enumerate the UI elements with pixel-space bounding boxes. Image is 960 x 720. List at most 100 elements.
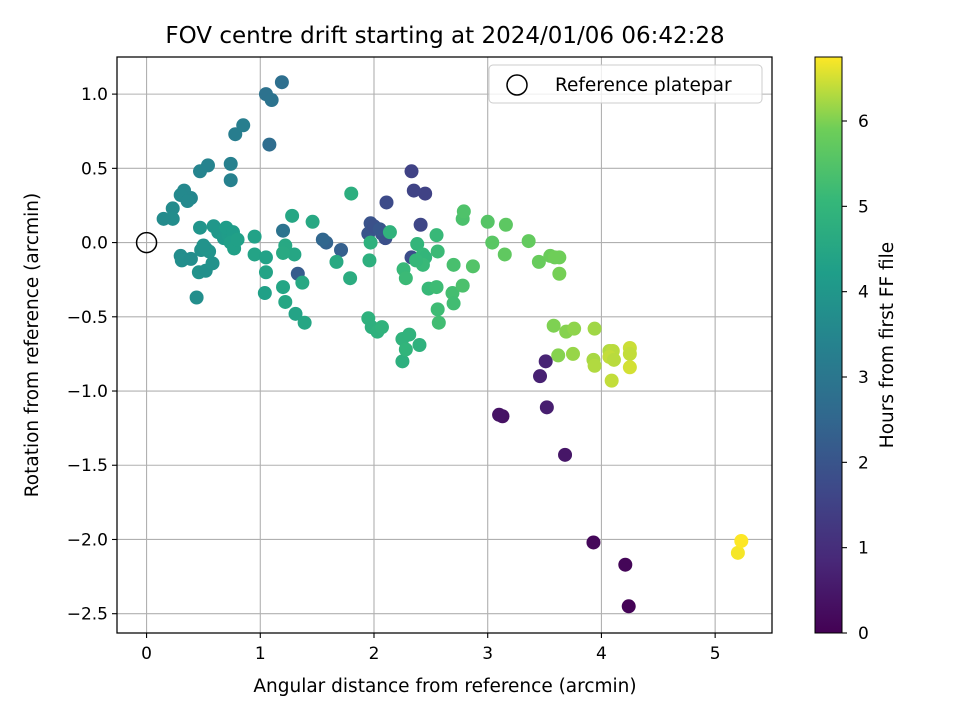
data-point [406, 183, 421, 198]
x-tick-label: 4 [596, 644, 607, 664]
data-point [622, 360, 637, 375]
data-point [412, 338, 427, 352]
data-point [446, 296, 461, 311]
data-point [606, 352, 621, 367]
data-point [156, 211, 171, 226]
y-tick-label: −0.5 [67, 308, 108, 328]
data-points [156, 75, 749, 614]
data-point [236, 118, 251, 133]
y-tick-label: 1.0 [81, 85, 108, 105]
x-tick-label: 1 [255, 644, 266, 664]
data-point [551, 348, 566, 363]
colorbar-ticks: 0 1 2 3 4 5 6 [842, 112, 869, 644]
y-tick-label: −2.0 [67, 530, 108, 550]
data-point [618, 557, 633, 572]
data-point [621, 599, 636, 614]
data-point [183, 251, 198, 266]
data-point [587, 358, 602, 373]
y-tick-label: 0.5 [81, 159, 108, 179]
data-point [418, 186, 433, 201]
legend-label-reference: Reference platepar [555, 75, 732, 96]
data-point [533, 369, 548, 384]
x-tick-label: 5 [710, 644, 721, 664]
data-point [413, 217, 428, 232]
data-point [546, 318, 561, 333]
data-point [247, 229, 262, 244]
data-point [264, 93, 279, 108]
x-tick-label: 0 [141, 644, 152, 664]
data-point [297, 315, 312, 330]
data-point [404, 164, 419, 179]
axes-frame [116, 56, 773, 634]
data-point [429, 280, 444, 295]
data-point [398, 342, 413, 357]
data-point [276, 280, 291, 295]
data-point [223, 156, 238, 171]
data-point [344, 186, 359, 201]
data-point [374, 320, 389, 335]
data-point [230, 232, 245, 247]
data-point [315, 232, 330, 247]
data-point [305, 214, 320, 229]
legend-box [488, 64, 763, 104]
data-point [485, 235, 500, 250]
data-point [205, 256, 220, 271]
data-point [165, 201, 180, 216]
data-point [730, 545, 745, 560]
data-point [189, 290, 204, 305]
y-tick-label: −1.5 [67, 456, 108, 476]
colorbar-tick-label: 2 [858, 453, 869, 473]
data-point [278, 294, 293, 309]
data-point [193, 164, 208, 179]
data-point [492, 407, 507, 422]
data-point [456, 204, 471, 219]
y-axis-label: Rotation from reference (arcmin) [22, 193, 43, 497]
data-point [465, 259, 480, 274]
data-point [329, 254, 344, 269]
data-point [429, 228, 444, 243]
chart-title: FOV centre drift starting at 2024/01/06 … [165, 23, 724, 49]
colorbar-tick-label: 0 [858, 624, 869, 644]
data-point [586, 535, 601, 550]
data-point [538, 354, 553, 369]
data-point [262, 137, 277, 152]
data-point [287, 247, 302, 262]
data-point [402, 327, 417, 342]
data-point [196, 238, 211, 253]
data-point [558, 447, 573, 462]
data-point [362, 253, 377, 268]
colorbar-tick-label: 5 [858, 197, 869, 217]
data-point [258, 250, 273, 265]
y-tick-label: 0.0 [81, 234, 108, 254]
y-axis-ticks: 1.0 0.5 0.0 −0.5 −1.0 −1.5 −2.0 −2.5 [67, 85, 117, 625]
data-point [276, 245, 291, 260]
data-point [379, 195, 394, 210]
y-tick-label: −2.5 [67, 605, 108, 625]
data-point [445, 286, 460, 301]
x-axis-ticks: 0 1 2 3 4 5 [141, 633, 721, 664]
data-point [382, 225, 397, 240]
data-point [223, 173, 238, 188]
plot-area: 0 1 2 3 4 5 1.0 0.5 0.0 −0.5 −1.0 −1.5 −2.0 −2.5 [67, 56, 773, 664]
data-point [531, 254, 546, 269]
data-point [539, 400, 554, 415]
colorbar-tick-label: 3 [858, 368, 869, 388]
colorbar-tick-label: 1 [858, 539, 869, 559]
data-point [552, 266, 567, 281]
colorbar-tick-label: 6 [858, 112, 869, 132]
data-point [257, 286, 272, 301]
data-point [604, 373, 619, 388]
data-point [276, 223, 291, 238]
data-point [343, 271, 358, 286]
data-point [567, 321, 582, 336]
data-point [274, 75, 289, 90]
data-point [285, 208, 300, 223]
data-point [455, 278, 470, 293]
data-point [565, 346, 580, 361]
y-tick-label: −1.0 [67, 382, 108, 402]
colorbar-gradient [814, 56, 843, 634]
data-point [734, 533, 749, 548]
data-point [430, 302, 445, 317]
x-axis-label: Angular distance from reference (arcmin) [253, 676, 636, 697]
